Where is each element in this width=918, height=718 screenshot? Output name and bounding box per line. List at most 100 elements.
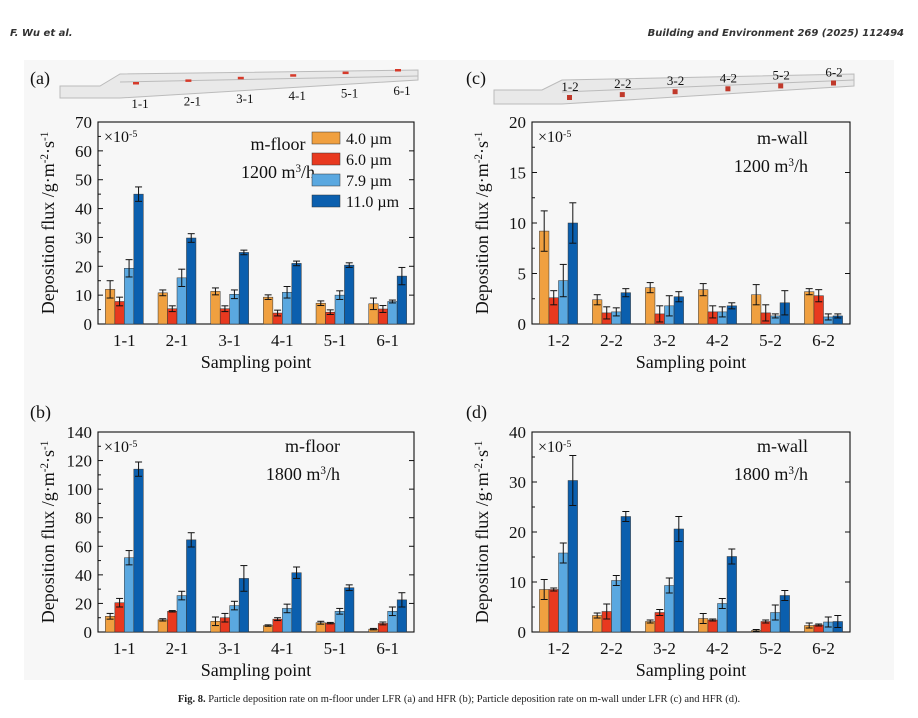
y-tick-label: 20 — [509, 113, 526, 132]
x-tick-label: 2-2 — [600, 331, 623, 350]
bar-40m-3-1 — [210, 291, 221, 325]
bar-60m-2-1 — [167, 611, 178, 633]
bar-40m-2-1 — [157, 619, 168, 633]
bar-60m-5-1 — [325, 622, 336, 633]
bar-79m-2-2 — [611, 580, 622, 633]
flow-rate-label-part: 3 — [320, 465, 326, 477]
legend-label: 7.9 µm — [346, 173, 392, 190]
flow-rate-label-part: 3 — [295, 163, 301, 175]
bar-110m-1-1 — [133, 193, 144, 325]
page-header: F. Wu et al. Building and Environment 26… — [0, 28, 918, 48]
flow-rate-label-part: 1200 m — [241, 162, 296, 182]
location-label: m-floor — [251, 134, 306, 154]
x-tick-label: 3-2 — [653, 639, 676, 658]
bar-40m-5-1 — [315, 302, 326, 325]
legend-swatch — [311, 131, 341, 145]
x-tick-label: 6-1 — [376, 331, 399, 350]
y-tick-label: 0 — [518, 623, 527, 642]
legend-label: 11.0 µm — [346, 194, 400, 211]
duct-label: 5-1 — [341, 86, 358, 101]
y-axis-label-part: ·s — [472, 450, 492, 463]
x-tick-label: 1-1 — [113, 331, 136, 350]
location-label: m-wall — [757, 128, 808, 148]
y-axis-label-part: -2 — [473, 154, 485, 163]
flow-rate-label-part: 1800 m — [734, 464, 789, 484]
sampling-marker — [831, 80, 836, 86]
x-tick-label: 4-2 — [706, 639, 729, 658]
figure-area — [24, 60, 894, 680]
duct-label: 5-2 — [773, 67, 790, 82]
y-axis-label-part: -2 — [473, 463, 485, 472]
duct-label: 6-2 — [825, 65, 842, 80]
bar-110m-3-2 — [673, 528, 684, 633]
y-axis-label-part: -1 — [39, 132, 51, 141]
y-axis-label: Deposition flux /g·m-2·s-1 — [38, 441, 58, 624]
x-tick-label: 5-1 — [324, 639, 347, 658]
y-tick-label: 40 — [75, 566, 92, 585]
x-tick-label: 3-2 — [653, 331, 676, 350]
duct-label: 1-2 — [561, 79, 578, 94]
flow-rate-label-part: /h — [301, 162, 315, 182]
y-axis-label-part: Deposition flux /g·m — [38, 163, 58, 314]
y-tick-label: 100 — [67, 480, 93, 499]
bar-110m-4-1 — [291, 263, 302, 325]
bar-79m-6-1 — [387, 301, 398, 325]
chart-panel-2: (c) 1-2 2-2 3-2 4-2 5-2 6-205101520×10-5Deposi… — [466, 65, 855, 372]
y-axis-label-part: ·s — [38, 141, 58, 154]
x-tick-label: 5-1 — [324, 331, 347, 350]
y-tick-label: 60 — [75, 142, 92, 161]
x-tick-label: 6-2 — [812, 331, 835, 350]
scale-label-part: ×10 — [104, 129, 129, 146]
y-axis-label: Deposition flux /g·m-2·s-1 — [472, 132, 492, 315]
y-tick-label: 40 — [75, 200, 92, 219]
y-tick-label: 0 — [84, 315, 93, 334]
figure-svg: (a)1-1 2-1 3-1 4-1 5-1 6-1010203040506070×10-… — [30, 65, 855, 680]
panel-label: (c) — [466, 68, 486, 89]
duct-edge — [561, 79, 855, 93]
y-tick-label: 15 — [509, 164, 526, 183]
sampling-marker — [133, 82, 139, 85]
sampling-marker — [619, 92, 625, 98]
y-tick-label: 50 — [75, 171, 92, 190]
flow-rate-label-part: 1200 m — [734, 156, 789, 176]
x-axis-label: Sampling point — [636, 660, 747, 680]
y-axis-label: Deposition flux /g·m-2·s-1 — [472, 441, 492, 624]
x-tick-label: 5-2 — [759, 331, 782, 350]
duct-schematic: 1-2 2-2 3-2 4-2 5-2 6-2 — [493, 65, 855, 105]
sampling-marker — [395, 69, 401, 72]
location-label: m-wall — [757, 436, 808, 456]
duct-body — [59, 69, 419, 99]
y-tick-label: 5 — [518, 265, 527, 284]
duct-label: 2-2 — [614, 76, 631, 91]
y-axis-label-part: -1 — [39, 441, 51, 450]
y-tick-label: 0 — [518, 315, 527, 334]
x-tick-label: 1-2 — [547, 639, 570, 658]
bar-40m-6-2 — [804, 291, 815, 325]
legend-swatch — [311, 173, 341, 187]
y-axis-label-part: Deposition flux /g·m — [472, 472, 492, 623]
x-tick-label: 3-1 — [218, 639, 241, 658]
bar-110m-4-2 — [726, 556, 737, 633]
y-tick-label: 80 — [75, 509, 92, 528]
duct-schematic: 1-1 2-1 3-1 4-1 5-1 6-1 — [59, 69, 419, 111]
flow-rate-label: 1200 m3/h — [241, 162, 315, 182]
y-tick-label: 70 — [75, 113, 92, 132]
flow-rate-label: 1800 m3/h — [734, 464, 808, 484]
bar-110m-2-1 — [186, 539, 197, 633]
y-tick-label: 0 — [84, 623, 93, 642]
bar-79m-1-1 — [124, 557, 135, 633]
y-tick-label: 10 — [509, 573, 526, 592]
x-tick-label: 5-2 — [759, 639, 782, 658]
legend: 4.0 µm 6.0 µm 7.9 µm 11.0 µm — [311, 131, 400, 211]
duct-label: 3-1 — [236, 91, 253, 106]
flow-rate-label-part: 1800 m — [266, 464, 321, 484]
y-axis-label-part: -1 — [473, 132, 485, 141]
x-tick-label: 4-2 — [706, 331, 729, 350]
y-axis-label: Deposition flux /g·m-2·s-1 — [38, 132, 58, 315]
sampling-marker — [778, 83, 784, 89]
x-tick-label: 1-2 — [547, 331, 570, 350]
sampling-marker — [290, 74, 297, 77]
x-tick-label: 6-2 — [812, 639, 835, 658]
bar-110m-3-1 — [238, 252, 249, 325]
y-tick-label: 20 — [509, 523, 526, 542]
